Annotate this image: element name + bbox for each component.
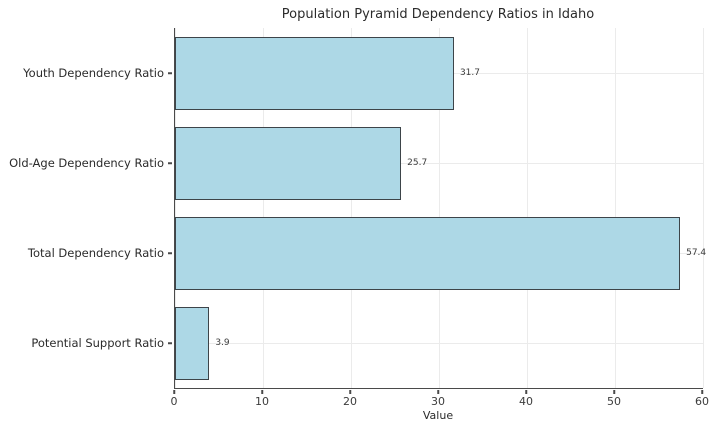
y-tick-label: Old-Age Dependency Ratio <box>9 156 164 170</box>
y-tick-label: Youth Dependency Ratio <box>23 66 164 80</box>
y-tick-label: Potential Support Ratio <box>31 336 164 350</box>
bar <box>175 36 454 110</box>
bar-value-label: 31.7 <box>459 68 480 78</box>
y-tick <box>168 72 172 74</box>
plot-area: 31.7 25.7 57.4 3.9 <box>174 28 707 389</box>
gridline-x <box>263 28 264 388</box>
gridline-x <box>615 28 616 388</box>
gridline-y <box>175 343 703 344</box>
x-tick-label: 50 <box>607 395 621 408</box>
x-tick-label: 20 <box>343 395 357 408</box>
x-axis-label: Value <box>422 409 454 422</box>
x-tick <box>525 389 527 394</box>
y-tick <box>168 342 172 344</box>
gridline-x <box>175 28 176 388</box>
gridline-y <box>175 163 703 164</box>
x-tick <box>261 389 263 394</box>
x-tick-label: 0 <box>170 395 178 408</box>
chart-title: Population Pyramid Dependency Ratios in … <box>281 7 595 22</box>
gridline-x <box>439 28 440 388</box>
gridline-x <box>527 28 528 388</box>
bar <box>175 216 681 290</box>
gridline-x <box>351 28 352 388</box>
x-tick <box>437 389 439 394</box>
x-tick-label: 10 <box>255 395 269 408</box>
y-tick <box>168 162 172 164</box>
bar-value-label: 25.7 <box>407 158 428 168</box>
x-tick-label: 60 <box>695 395 709 408</box>
x-tick <box>613 389 615 394</box>
gridline-x <box>703 28 704 388</box>
bar-value-label: 3.9 <box>215 338 230 348</box>
y-tick-label: Total Dependency Ratio <box>27 246 164 260</box>
bar <box>175 306 210 380</box>
bar-value-label: 57.4 <box>686 248 707 258</box>
x-tick <box>173 389 175 394</box>
x-tick-label: 30 <box>431 395 445 408</box>
x-tick <box>701 389 703 394</box>
bar <box>175 126 402 200</box>
x-tick-label: 40 <box>519 395 533 408</box>
x-tick <box>349 389 351 394</box>
y-tick <box>168 252 172 254</box>
